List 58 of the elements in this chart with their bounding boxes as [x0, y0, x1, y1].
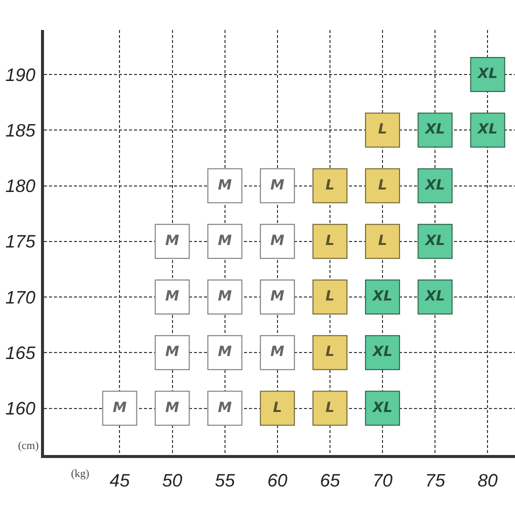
text: XL	[425, 122, 445, 138]
text: XL	[425, 288, 445, 305]
y-tick-label: 170	[5, 287, 36, 308]
text: L	[326, 288, 334, 305]
text: M	[218, 288, 232, 305]
text: XL	[478, 122, 498, 138]
x-tick-label: 60	[267, 470, 288, 491]
text: M	[165, 288, 180, 305]
x-tick-label: 70	[372, 470, 393, 491]
point	[312, 224, 348, 259]
point	[312, 335, 348, 370]
text: M	[165, 400, 180, 416]
point	[260, 390, 295, 426]
point	[312, 168, 348, 204]
text: M	[270, 232, 284, 249]
x-tick-label: 75	[425, 470, 446, 491]
x-tick-label: 45	[110, 470, 131, 491]
text: M	[270, 344, 284, 360]
series-label: M	[112, 400, 127, 416]
series-label: L	[272, 400, 282, 416]
text: M	[270, 288, 284, 305]
point	[365, 168, 400, 204]
x-tick-label: 55	[214, 470, 236, 491]
point	[312, 280, 348, 315]
text: XL	[372, 288, 392, 305]
x-axis-title: (kg)	[71, 468, 90, 480]
text: M	[218, 344, 232, 360]
text: M	[218, 232, 232, 249]
text: XL	[478, 66, 498, 82]
point	[312, 390, 348, 426]
text: L	[326, 177, 334, 194]
text: M	[270, 177, 284, 194]
y-tick-label: 160	[5, 398, 36, 419]
y-axis-title: (cm)	[18, 440, 40, 452]
text: L	[326, 344, 334, 360]
text: M	[165, 344, 180, 360]
text: L	[378, 122, 387, 138]
text: XL	[425, 232, 445, 249]
text: M	[218, 177, 232, 194]
point	[365, 112, 400, 148]
text: XL	[372, 344, 392, 360]
text: M	[165, 232, 180, 249]
point	[365, 224, 400, 259]
text: L	[326, 400, 334, 416]
text: M	[218, 400, 232, 416]
x-tick-label: 50	[162, 470, 182, 491]
y-tick-label: 185	[5, 120, 36, 140]
text: L	[326, 232, 334, 249]
x-tick-label: 65	[320, 470, 341, 491]
y-tick-label: 190	[5, 64, 36, 85]
x-tick-label: 80	[478, 470, 498, 491]
y-tick-label: 180	[5, 176, 36, 196]
y-tick-label: 165	[5, 342, 36, 363]
y-tick-label: 175	[5, 232, 36, 252]
series-label: XL	[372, 400, 392, 416]
text: L	[378, 232, 387, 249]
text: XL	[425, 177, 445, 194]
text: L	[378, 177, 387, 194]
